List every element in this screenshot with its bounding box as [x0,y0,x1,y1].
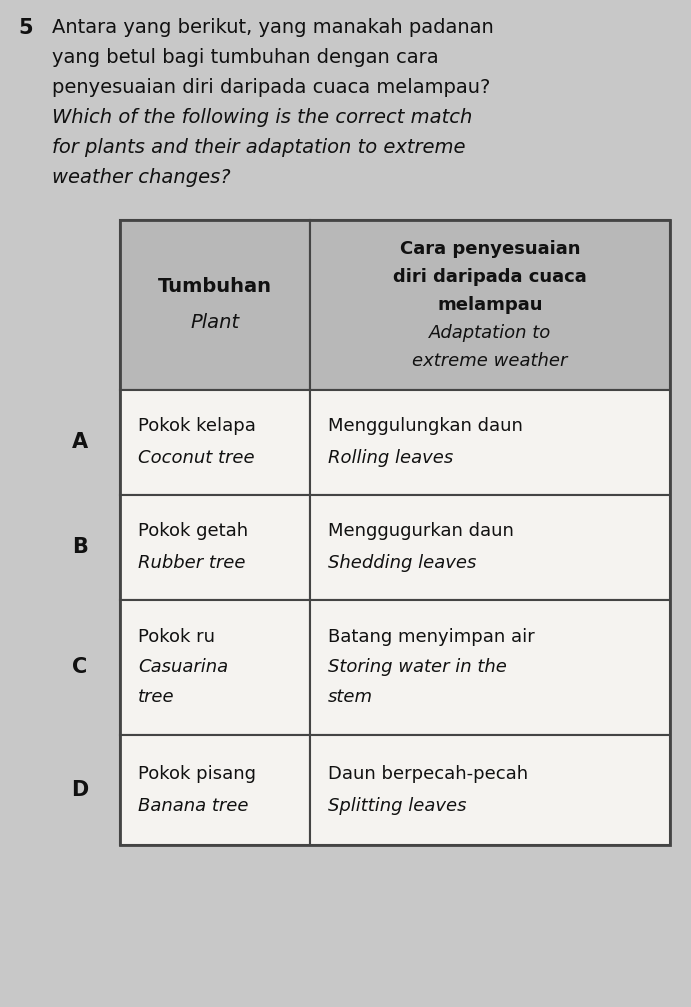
Text: Rolling leaves: Rolling leaves [328,449,453,467]
Text: diri daripada cuaca: diri daripada cuaca [393,268,587,286]
Text: Which of the following is the correct match: Which of the following is the correct ma… [52,108,473,127]
Text: Casuarina: Casuarina [138,658,228,676]
Bar [120,220,670,845]
Text: B: B [72,537,88,557]
Text: Pokok ru: Pokok ru [138,628,215,646]
Text: melampau: melampau [437,296,542,314]
Text: stem: stem [328,688,373,706]
Text: Tumbuhan: Tumbuhan [158,278,272,296]
Text: Splitting leaves: Splitting leaves [328,797,466,815]
Text: Plant: Plant [191,313,240,332]
Text: tree: tree [138,688,175,706]
Text: Adaptation to: Adaptation to [429,324,551,342]
Bar [310,220,670,390]
Text: Batang menyimpan air: Batang menyimpan air [328,628,535,646]
Text: penyesuaian diri daripada cuaca melampau?: penyesuaian diri daripada cuaca melampau… [52,78,491,97]
Text: Antara yang berikut, yang manakah padanan: Antara yang berikut, yang manakah padana… [52,18,494,37]
Bar [310,600,670,735]
Text: 5: 5 [18,18,32,38]
Text: Banana tree: Banana tree [138,797,249,815]
Bar [120,495,310,600]
Bar [120,390,310,495]
Bar [120,735,310,845]
Text: for plants and their adaptation to extreme: for plants and their adaptation to extre… [52,138,466,157]
Bar [310,390,670,495]
Text: C: C [73,657,88,677]
Text: Menggugurkan daun: Menggugurkan daun [328,522,514,540]
Text: Rubber tree: Rubber tree [138,554,245,572]
Text: Cara penyesuaian: Cara penyesuaian [400,240,580,258]
Text: yang betul bagi tumbuhan dengan cara: yang betul bagi tumbuhan dengan cara [52,48,439,67]
Text: A: A [72,432,88,452]
Bar [310,495,670,600]
Text: Daun berpecah-pecah: Daun berpecah-pecah [328,765,528,783]
Text: Coconut tree: Coconut tree [138,449,254,467]
Text: weather changes?: weather changes? [52,168,231,187]
Text: Pokok kelapa: Pokok kelapa [138,417,256,435]
Text: extreme weather: extreme weather [413,352,568,370]
Text: Shedding leaves: Shedding leaves [328,554,476,572]
Bar [120,600,310,735]
Text: Storing water in the: Storing water in the [328,658,507,676]
Bar [310,735,670,845]
Text: Menggulungkan daun: Menggulungkan daun [328,417,523,435]
Text: Pokok pisang: Pokok pisang [138,765,256,783]
Text: Pokok getah: Pokok getah [138,522,248,540]
Bar [120,220,310,390]
Text: D: D [71,780,88,800]
